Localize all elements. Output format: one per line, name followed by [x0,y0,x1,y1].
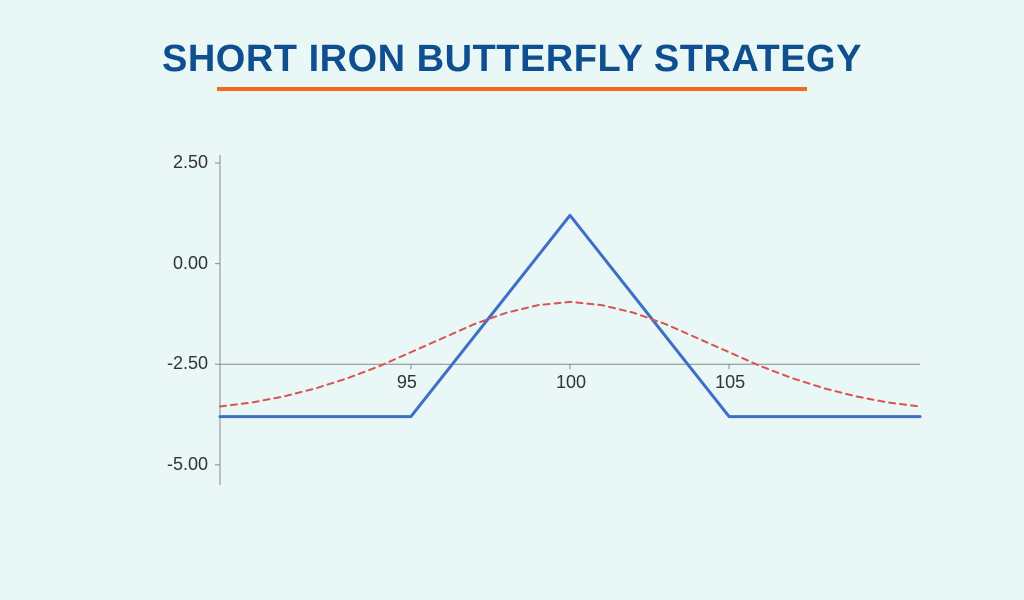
title-underline [217,87,807,91]
chart-svg [135,145,935,525]
x-tick-label: 105 [715,372,745,393]
x-tick-label: 100 [556,372,586,393]
page-container: SHORT IRON BUTTERFLY STRATEGY -5.00 -2.50… [0,0,1024,600]
payoff-chart: -5.00 -2.50 0.00 2.50 95 100 105 [135,145,935,525]
y-tick-label: -2.50 [167,353,208,374]
y-tick-label: 2.50 [173,152,208,173]
title-block: SHORT IRON BUTTERFLY STRATEGY [0,0,1024,91]
y-tick-label: -5.00 [167,454,208,475]
x-tick-label: 95 [397,372,417,393]
page-title: SHORT IRON BUTTERFLY STRATEGY [162,38,862,81]
y-tick-label: 0.00 [173,253,208,274]
